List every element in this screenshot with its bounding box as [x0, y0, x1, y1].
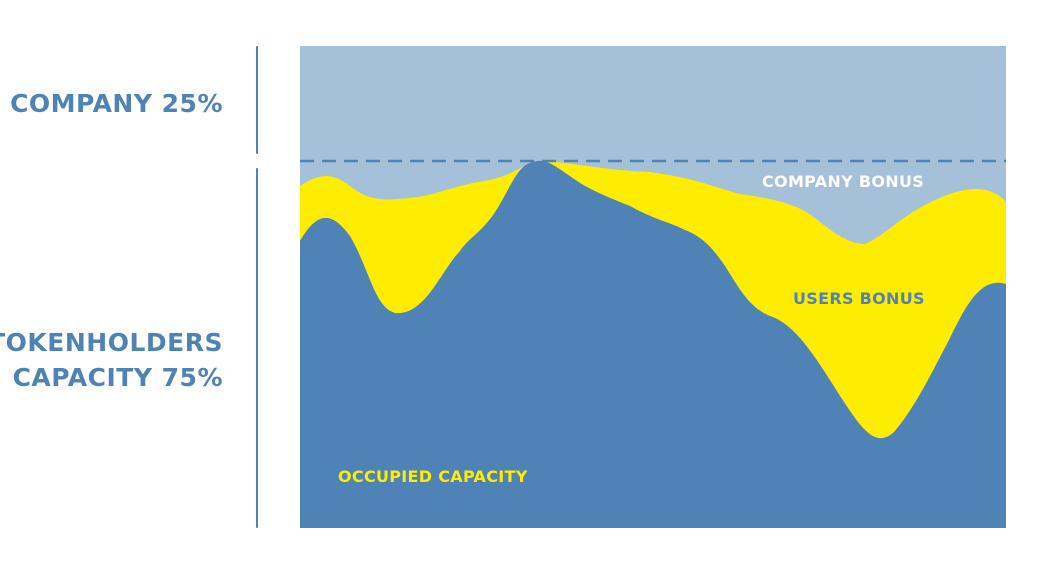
- users-bonus-area: [300, 160, 1006, 439]
- tokenholders-line-2: CAPACITY 75%: [12, 363, 223, 392]
- tokenholders-divider: [256, 168, 258, 528]
- company-share-text: COMPANY 25%: [10, 89, 223, 118]
- tokenholders-share-label: TOKENHOLDERS CAPACITY 75%: [0, 325, 223, 395]
- company-share-label: COMPANY 25%: [10, 86, 223, 121]
- occupied-capacity-label: OCCUPIED CAPACITY: [338, 467, 528, 486]
- occupied-capacity-area: [300, 160, 1006, 528]
- capacity-area-diagram: COMPANY BONUS USERS BONUS OCCUPIED CAPAC…: [300, 46, 1006, 528]
- users-bonus-label: USERS BONUS: [793, 289, 925, 308]
- company-divider: [256, 46, 258, 154]
- company-bonus-label: COMPANY BONUS: [762, 172, 924, 191]
- tokenholders-line-1: TOKENHOLDERS: [0, 328, 223, 357]
